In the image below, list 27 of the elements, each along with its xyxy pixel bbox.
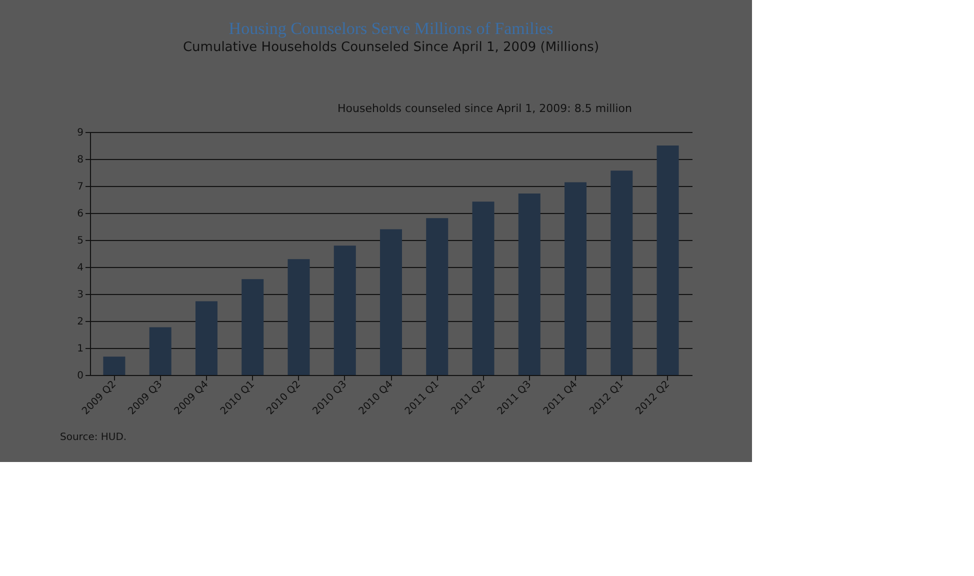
y-tick-label: 1 bbox=[77, 344, 84, 354]
bar bbox=[149, 327, 172, 375]
chart-subtitle: Cumulative Households Counseled Since April 1, 2009 (Millions) bbox=[182, 40, 600, 55]
bar bbox=[518, 194, 540, 375]
bar bbox=[564, 182, 587, 375]
bar bbox=[610, 170, 633, 375]
bar bbox=[195, 301, 218, 375]
bar bbox=[103, 356, 126, 375]
y-tick-label: 6 bbox=[77, 208, 84, 220]
bar bbox=[380, 229, 402, 375]
y-tick-label: 0 bbox=[77, 370, 84, 382]
y-tick-label: 3 bbox=[77, 290, 84, 300]
y-tick-label: 2 bbox=[77, 316, 84, 328]
y-tick-label: 5 bbox=[77, 236, 84, 246]
bar bbox=[242, 279, 264, 375]
bar bbox=[426, 218, 448, 375]
y-tick-label: 8 bbox=[77, 154, 84, 166]
bar bbox=[334, 246, 356, 375]
chart-title: Housing Counselors Serve Millions of Families bbox=[228, 19, 554, 38]
bar bbox=[656, 146, 679, 375]
bar bbox=[472, 202, 494, 375]
bar bbox=[288, 259, 310, 375]
text: Households counseled since April 1, 2009: 8.5 million bbox=[338, 102, 632, 115]
source-note: Source: HUD. bbox=[60, 432, 127, 443]
y-tick-label: 4 bbox=[77, 262, 84, 274]
y-tick-label: 7 bbox=[77, 182, 84, 192]
y-tick-label: 9 bbox=[77, 128, 84, 138]
